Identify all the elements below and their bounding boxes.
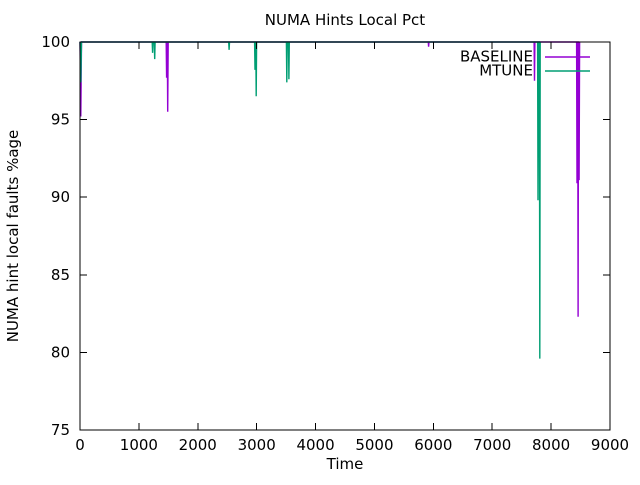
y-tick-label: 75 [51,421,70,439]
y-tick-label: 100 [41,33,70,51]
x-tick-label: 2000 [179,436,217,454]
legend-label-baseline: BASELINE [460,48,533,66]
x-tick-label: 8000 [532,436,570,454]
x-tick-label: 5000 [355,436,393,454]
chart-title: NUMA Hints Local Pct [265,11,426,29]
x-tick-label: 7000 [473,436,511,454]
y-tick-label: 90 [51,188,70,206]
x-tick-label: 9000 [591,436,629,454]
y-tick-label: 95 [51,111,70,129]
y-tick-label: 80 [51,343,70,361]
x-tick-label: 3000 [238,436,276,454]
x-tick-label: 1000 [120,436,158,454]
x-tick-label: 6000 [414,436,452,454]
y-axis-label: NUMA hint local faults %age [4,130,22,343]
x-tick-label: 0 [75,436,85,454]
plot-border [79,41,611,431]
axes-layer: 0 1000 2000 3000 4000 5000 6000 7000 8000 9000 75 8… [41,33,629,454]
y-tick-label: 85 [51,266,70,284]
series-line-mtune [79,41,541,359]
x-axis-label: Time [326,455,364,473]
series-layer [79,41,581,359]
series-line-baseline [79,41,581,317]
legend-label-mtune: MTUNE [479,62,533,80]
x-tick-label: 4000 [296,436,334,454]
